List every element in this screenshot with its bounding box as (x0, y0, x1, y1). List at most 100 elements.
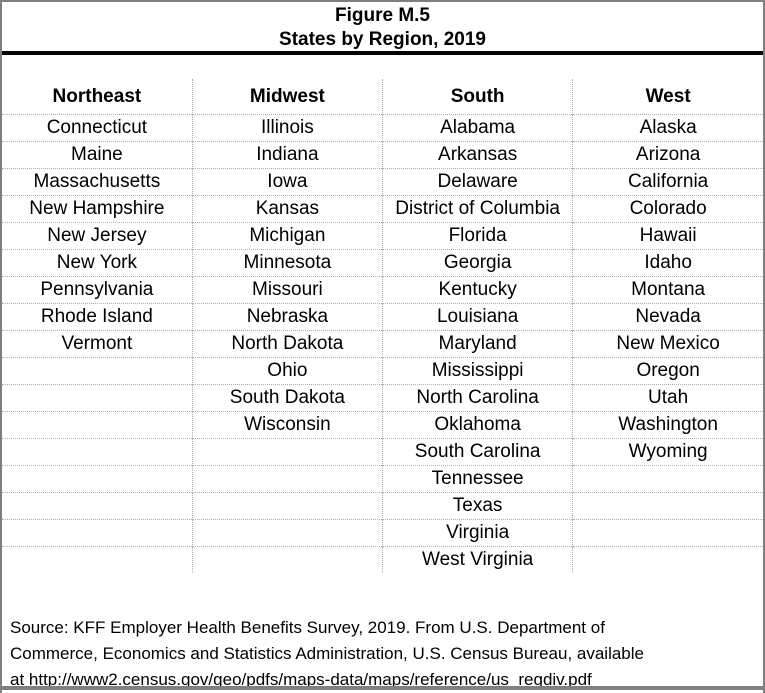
state-cell: Idaho (572, 249, 763, 277)
state-cell: New Jersey (2, 222, 193, 250)
source-line-1: Source: KFF Employer Health Benefits Sur… (10, 618, 605, 637)
state-cell: Rhode Island (2, 303, 193, 331)
table-row: Massachusetts Iowa Delaware California (2, 168, 763, 196)
state-cell: Delaware (382, 168, 574, 196)
state-cell: Arkansas (382, 141, 574, 169)
state-cell: North Carolina (382, 384, 574, 412)
table-header-row: Northeast Midwest South West (2, 79, 763, 115)
state-cell (192, 492, 384, 520)
figure-subtitle: States by Region, 2019 (279, 29, 486, 50)
state-cell: District of Columbia (382, 195, 574, 223)
state-cell: Pennsylvania (2, 276, 193, 304)
state-cell (2, 438, 193, 466)
state-cell: Florida (382, 222, 574, 250)
state-cell: Kentucky (382, 276, 574, 304)
state-cell: New Hampshire (2, 195, 193, 223)
bottom-edge-bar (2, 686, 763, 690)
state-cell (192, 519, 384, 547)
state-cell: California (572, 168, 763, 196)
states-by-region-table: Northeast Midwest South West Connecticut Ill… (2, 79, 763, 573)
state-cell (2, 411, 193, 439)
state-cell (2, 357, 193, 385)
state-cell: North Dakota (192, 330, 384, 358)
state-cell: Kansas (192, 195, 384, 223)
state-cell: West Virginia (382, 546, 574, 573)
state-cell: Mississippi (382, 357, 574, 385)
state-cell: Minnesota (192, 249, 384, 277)
source-line-2: Commerce, Economics and Statistics Admin… (10, 644, 644, 663)
state-cell (192, 546, 384, 573)
state-cell: Indiana (192, 141, 384, 169)
state-cell: Oregon (572, 357, 763, 385)
state-cell: Illinois (192, 114, 384, 142)
table-row: Wisconsin Oklahoma Washington (2, 411, 763, 439)
state-cell: Nebraska (192, 303, 384, 331)
state-cell: Maine (2, 141, 193, 169)
state-cell: Alaska (572, 114, 763, 142)
state-cell (2, 519, 193, 547)
source-note: Source: KFF Employer Health Benefits Sur… (2, 615, 763, 693)
column-header-midwest: Midwest (192, 79, 384, 115)
table-row: Rhode Island Nebraska Louisiana Nevada (2, 303, 763, 331)
state-cell (572, 492, 763, 520)
state-cell: Massachusetts (2, 168, 193, 196)
table-row: Pennsylvania Missouri Kentucky Montana (2, 276, 763, 304)
table-row: Connecticut Illinois Alabama Alaska (2, 114, 763, 142)
column-header-south: South (382, 79, 574, 115)
state-cell: Ohio (192, 357, 384, 385)
state-cell: Virginia (382, 519, 574, 547)
state-cell: Texas (382, 492, 574, 520)
state-cell (192, 438, 384, 466)
state-cell: Colorado (572, 195, 763, 223)
table-row: New Hampshire Kansas District of Columbia C… (2, 195, 763, 223)
state-cell: Alabama (382, 114, 574, 142)
state-cell: Missouri (192, 276, 384, 304)
state-cell (2, 492, 193, 520)
state-cell: Arizona (572, 141, 763, 169)
state-cell (572, 465, 763, 493)
state-cell: Connecticut (2, 114, 193, 142)
state-cell: New Mexico (572, 330, 763, 358)
state-cell: Wisconsin (192, 411, 384, 439)
state-cell (572, 546, 763, 573)
table-row: Vermont North Dakota Maryland New Mexico (2, 330, 763, 358)
figure-title-block: Figure M.5 States by Region, 2019 (2, 2, 763, 51)
state-cell (2, 465, 193, 493)
state-cell: New York (2, 249, 193, 277)
state-cell: Vermont (2, 330, 193, 358)
state-cell: Iowa (192, 168, 384, 196)
state-cell: Nevada (572, 303, 763, 331)
column-header-west: West (645, 85, 691, 107)
table-row: South Carolina Wyoming (2, 438, 763, 466)
table-row: New Jersey Michigan Florida Hawaii (2, 222, 763, 250)
state-cell: Michigan (192, 222, 384, 250)
table-row: Ohio Mississippi Oregon (2, 357, 763, 385)
source-line-3: at http://www2.census.gov/geo/pdfs/maps-… (10, 670, 592, 689)
state-cell (2, 546, 193, 573)
state-cell: Hawaii (572, 222, 763, 250)
state-cell (2, 384, 193, 412)
table-row: Tennessee (2, 465, 763, 493)
state-cell: Georgia (382, 249, 574, 277)
table-row: Maine Indiana Arkansas Arizona (2, 141, 763, 169)
state-cell: Maryland (382, 330, 574, 358)
state-cell: Louisiana (382, 303, 574, 331)
table-row: New York Minnesota Georgia Idaho (2, 249, 763, 277)
state-cell: Oklahoma (382, 411, 574, 439)
state-cell: Wyoming (572, 438, 763, 466)
state-cell: South Dakota (192, 384, 384, 412)
table-row: Texas (2, 492, 763, 520)
table-row: West Virginia (2, 546, 763, 573)
table-row: South Dakota North Carolina Utah (2, 384, 763, 412)
column-header-northeast: Northeast (2, 79, 193, 115)
title-divider-rule (2, 51, 763, 55)
state-cell (572, 519, 763, 547)
table-row: Virginia (2, 519, 763, 547)
state-cell: Tennessee (382, 465, 574, 493)
state-cell: Montana (572, 276, 763, 304)
state-cell (192, 465, 384, 493)
figure-number: Figure M.5 (334, 5, 430, 26)
state-cell: Washington (572, 411, 763, 439)
state-cell: South Carolina (382, 438, 574, 466)
